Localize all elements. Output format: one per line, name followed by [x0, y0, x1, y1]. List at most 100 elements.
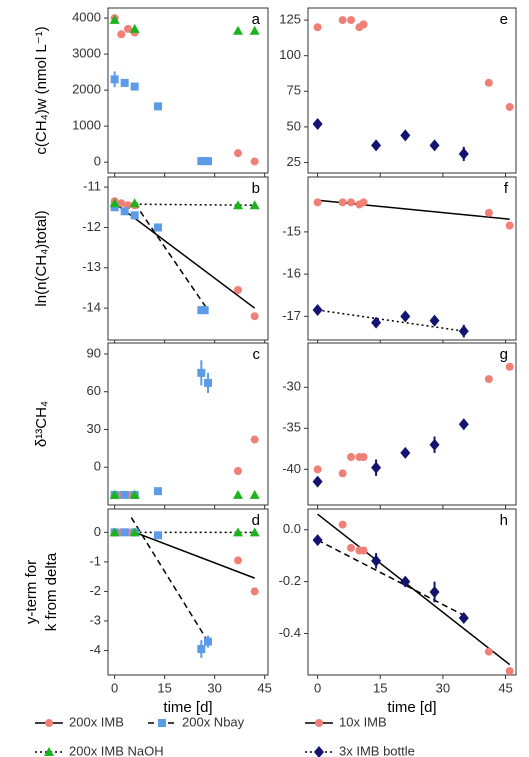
- y-tick-label: 3000: [72, 46, 101, 61]
- point: [400, 129, 411, 142]
- y-tick-label: -2: [89, 583, 101, 598]
- point: [129, 489, 140, 499]
- point: [234, 467, 242, 476]
- legend-label: 200x IMB NaOH: [69, 743, 164, 757]
- y-tick-label: -3: [89, 612, 101, 627]
- point: [429, 139, 440, 152]
- point: [250, 435, 259, 444]
- point: [109, 489, 120, 499]
- point: [109, 527, 120, 537]
- x-axis-title: time [d]: [387, 699, 436, 716]
- point: [429, 586, 440, 598]
- legend-label: 3x IMB bottle: [339, 743, 415, 757]
- point: [458, 325, 469, 338]
- x-tick-label: 0: [111, 680, 118, 695]
- panel-letter: g: [500, 346, 508, 363]
- point: [120, 490, 129, 499]
- point: [359, 546, 368, 555]
- point: [117, 30, 126, 39]
- fit-line: [114, 202, 256, 309]
- point: [130, 211, 139, 220]
- panel-letter: d: [252, 512, 260, 529]
- legend-label: 10x IMB: [339, 714, 387, 729]
- point: [204, 637, 212, 646]
- y-tick-label: 0: [94, 154, 101, 169]
- point: [109, 198, 120, 208]
- x-axis-title: time [d]: [163, 699, 212, 716]
- y-tick-label: -11: [83, 179, 101, 194]
- point: [371, 139, 382, 152]
- panel-frame: [107, 342, 269, 506]
- point: [249, 527, 260, 537]
- y-tick-label: 25: [287, 154, 301, 169]
- point: [505, 102, 514, 111]
- y-tick-label: -16: [282, 266, 301, 281]
- legend-label: 200x Nbay: [182, 714, 245, 729]
- x-tick-label: 0: [314, 680, 321, 695]
- point: [200, 306, 209, 315]
- point: [129, 198, 140, 208]
- y-tick-label: 50: [287, 118, 301, 133]
- point: [124, 24, 132, 33]
- point: [197, 368, 206, 377]
- y-tick-label: 30: [87, 421, 101, 436]
- y-tick-label: -13: [82, 259, 101, 274]
- y-tick-label: -1: [89, 553, 101, 568]
- point: [484, 78, 493, 87]
- point: [110, 203, 119, 212]
- point: [234, 149, 242, 158]
- y-tick-label: 1000: [72, 118, 101, 133]
- point: [120, 207, 129, 216]
- point: [313, 198, 322, 207]
- fit-line: [317, 513, 511, 666]
- point: [117, 199, 126, 208]
- point: [234, 556, 242, 565]
- fit-line: [134, 531, 255, 579]
- point: [458, 147, 469, 160]
- y-tick-label: 90: [87, 345, 101, 360]
- y-tick-label: -40: [282, 461, 301, 476]
- y-tick-label: -17: [282, 308, 301, 323]
- y-tick-label: 0.0: [283, 521, 301, 536]
- y-tick-label: 100: [279, 47, 301, 62]
- point: [234, 285, 242, 294]
- point: [347, 16, 356, 25]
- panel-letter: f: [504, 180, 509, 197]
- point: [371, 316, 382, 329]
- point: [45, 719, 53, 727]
- point: [129, 527, 140, 537]
- x-tick-label: 45: [498, 680, 512, 695]
- panel-frame: [307, 342, 517, 506]
- point: [338, 469, 347, 478]
- panel-letter: h: [500, 512, 508, 529]
- point: [400, 446, 411, 459]
- point: [359, 453, 368, 462]
- point: [458, 611, 469, 624]
- y-tick-label: -14: [82, 300, 101, 315]
- point: [44, 747, 54, 756]
- legend-label: 200x IMB: [69, 714, 124, 729]
- point: [109, 14, 120, 24]
- point: [505, 362, 514, 371]
- point: [120, 528, 129, 537]
- panel-letter: c: [253, 346, 261, 363]
- point: [338, 520, 347, 529]
- fit-line: [134, 202, 209, 311]
- point: [400, 575, 411, 588]
- point: [484, 647, 493, 656]
- point: [484, 375, 493, 384]
- point: [233, 527, 243, 537]
- y-tick-label: 75: [287, 83, 301, 98]
- y-tick-label: 2000: [72, 82, 101, 97]
- panel-frame: [107, 508, 269, 676]
- y-tick-label: -4: [89, 642, 101, 657]
- x-tick-label: 45: [257, 680, 271, 695]
- point: [250, 312, 259, 321]
- point: [312, 475, 323, 488]
- point: [250, 157, 259, 166]
- point: [315, 719, 323, 727]
- point: [110, 75, 119, 84]
- point: [359, 198, 368, 207]
- point: [371, 554, 382, 567]
- point: [505, 667, 514, 676]
